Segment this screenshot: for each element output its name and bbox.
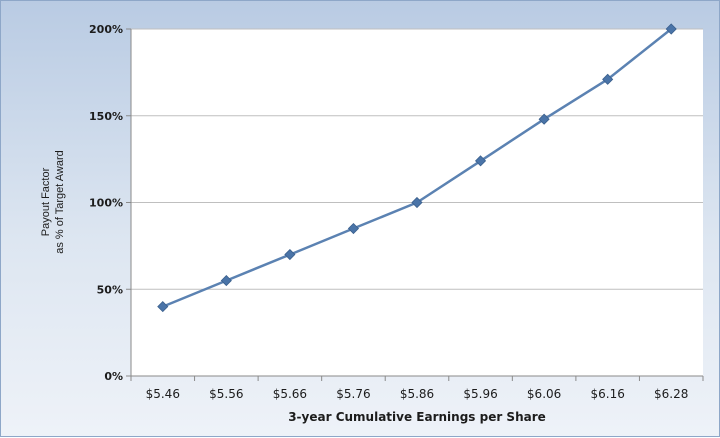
x-tick-label-2: $5.66 [273, 387, 307, 401]
x-tick-label-5: $5.96 [463, 387, 497, 401]
data-point-$6.06 [538, 113, 550, 125]
x-tick-label-4: $5.86 [400, 387, 434, 401]
x-tick-label-1: $5.56 [209, 387, 243, 401]
y-tick-label-100: 100% [89, 197, 123, 210]
y-axis-title-line-1: Payout Factor [40, 167, 52, 236]
data-point-$5.96 [474, 155, 487, 167]
data-point-$6.16 [602, 73, 614, 85]
data-point-$5.66 [284, 248, 296, 261]
data-point-$5.86 [411, 196, 423, 209]
y-axis-title-line-2: as % of Target Award [54, 150, 66, 254]
x-tick-label-3: $5.76 [336, 387, 370, 401]
x-tick-label-0: $5.46 [146, 387, 180, 401]
x-tick-label-6: $6.06 [527, 387, 561, 401]
y-tick-label-150: 150% [89, 110, 123, 123]
data-point-$6.28 [665, 23, 677, 35]
x-tick-label-8: $6.28 [654, 387, 688, 401]
y-tick-label-200: 200% [89, 23, 123, 36]
data-point-$5.46 [157, 301, 169, 313]
x-tick-label-7: $6.16 [590, 387, 624, 401]
axes [126, 28, 704, 381]
x-axis-title: 3-year Cumulative Earnings per Share [288, 410, 546, 424]
labels: 3-year Cumulative Earnings per Share Pay… [40, 23, 688, 424]
data-point-$5.56 [220, 275, 232, 287]
data-point-$5.76 [347, 222, 360, 235]
y-tick-label-0: 0% [104, 370, 123, 383]
y-tick-label-50: 50% [97, 283, 123, 296]
series-layer [157, 23, 677, 313]
